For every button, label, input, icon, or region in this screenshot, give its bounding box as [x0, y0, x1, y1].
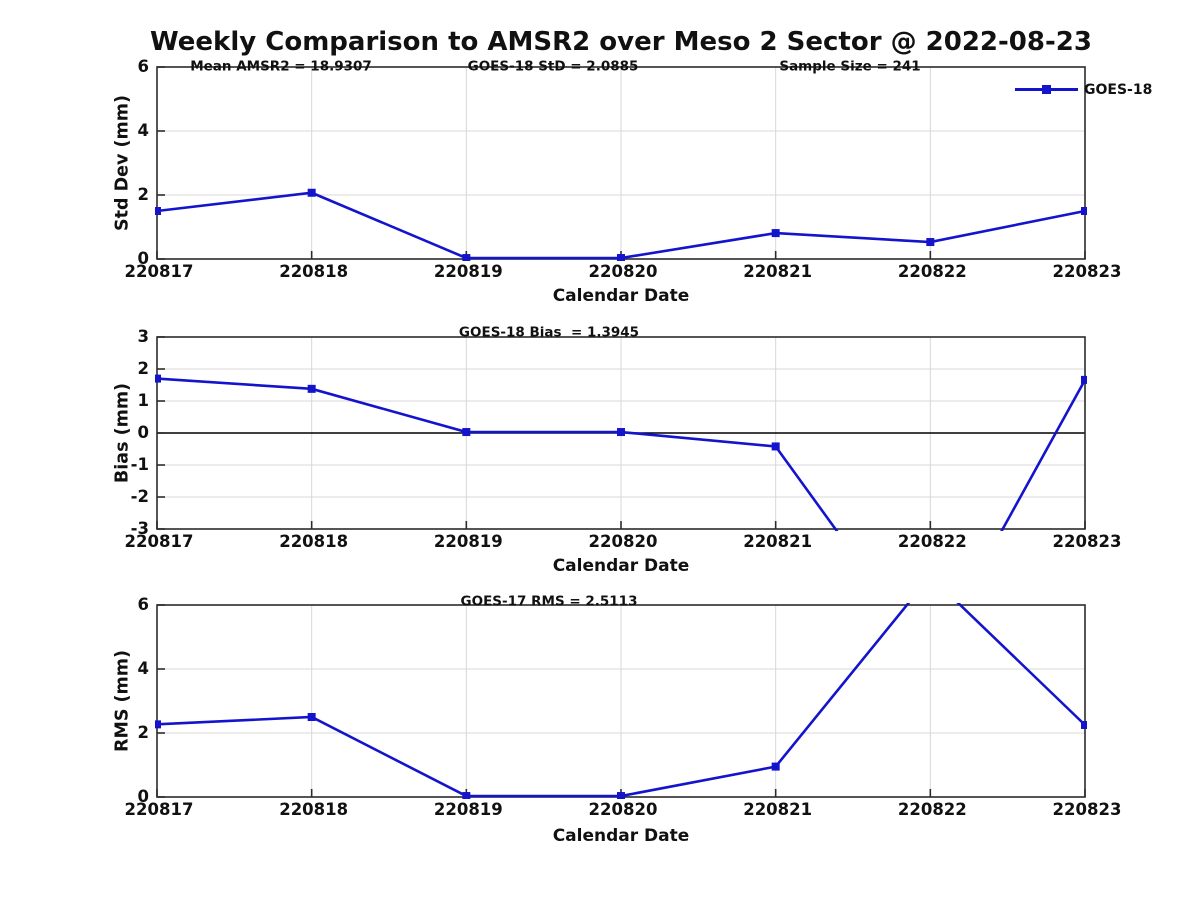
subplot-rms-panel — [155, 572, 1087, 799]
y-tick-label: 6 — [137, 594, 149, 614]
y-tick-label: 4 — [137, 120, 149, 140]
x-axis-label-top: Calendar Date — [552, 286, 690, 306]
x-axis-label-middle: Calendar Date — [552, 556, 690, 576]
x-tick-label: 220818 — [279, 262, 349, 281]
y-tick-label: 2 — [137, 358, 149, 378]
y-tick-label: 0 — [137, 248, 149, 268]
x-tick-label: 220821 — [743, 262, 813, 281]
x-tick-label: 220822 — [897, 800, 967, 819]
x-tick-label: 220820 — [588, 262, 658, 281]
data-point-marker — [771, 442, 780, 451]
x-tick-label: 220817 — [124, 262, 194, 281]
y-tick-label: 1 — [137, 390, 149, 410]
data-point-marker — [307, 384, 316, 393]
x-tick-label: 220818 — [279, 800, 349, 819]
legend-square-marker-icon — [1042, 85, 1051, 94]
x-tick-label: 220818 — [279, 532, 349, 551]
y-tick-label: 2 — [137, 722, 149, 742]
data-point-marker — [155, 207, 161, 215]
y-axis-label-std-dev: Std Dev (mm) — [112, 95, 133, 231]
legend: GOES-18 — [1015, 82, 1195, 97]
data-point-marker — [307, 713, 316, 721]
y-tick-label: 2 — [137, 184, 149, 204]
annotation-goes17-rms: GOES-17 RMS = 2.5113 — [460, 593, 638, 610]
data-point-marker — [462, 428, 471, 437]
annotation-goes18-std: GOES-18 StD = 2.0885 — [467, 58, 639, 75]
data-point-marker — [771, 762, 780, 771]
data-point-marker — [155, 374, 161, 383]
figure-title: Weekly Comparison to AMSR2 over Meso 2 S… — [150, 27, 1092, 57]
data-point-marker — [771, 229, 780, 238]
data-point-marker — [462, 792, 471, 799]
data-point-marker — [155, 720, 161, 729]
y-tick-label: -2 — [130, 486, 149, 506]
y-tick-label: 6 — [137, 56, 149, 76]
x-tick-label: 220823 — [1052, 532, 1122, 551]
x-tick-label: 220817 — [124, 532, 194, 551]
annotation-goes18-bias: GOES-18 Bias = 1.3945 — [458, 324, 640, 341]
y-tick-label: 0 — [137, 422, 149, 442]
x-tick-label: 220823 — [1052, 262, 1122, 281]
x-tick-label: 220820 — [588, 800, 658, 819]
x-tick-label: 220819 — [433, 532, 503, 551]
y-tick-label: 4 — [137, 658, 149, 678]
data-point-marker — [926, 572, 934, 580]
data-point-marker — [617, 428, 625, 437]
data-point-marker — [1081, 721, 1087, 729]
y-tick-label: -1 — [130, 454, 149, 474]
y-tick-label: 0 — [137, 786, 149, 806]
x-tick-label: 220821 — [743, 532, 813, 551]
subplot-std-dev-panel — [155, 66, 1087, 261]
data-point-marker — [617, 254, 625, 261]
x-axis-label-bottom: Calendar Date — [552, 826, 690, 846]
x-tick-label: 220822 — [897, 532, 967, 551]
x-tick-label: 220817 — [124, 800, 194, 819]
x-tick-label: 220821 — [743, 800, 813, 819]
x-tick-label: 220819 — [433, 800, 503, 819]
y-tick-label: 3 — [137, 326, 149, 346]
data-point-marker — [462, 254, 471, 261]
data-point-marker — [1081, 375, 1087, 384]
data-point-marker — [307, 188, 316, 197]
annotation-sample-size: Sample Size = 241 — [779, 58, 921, 75]
annotation-mean-amsr2: Mean AMSR2 = 18.9307 — [190, 58, 372, 75]
x-tick-label: 220819 — [433, 262, 503, 281]
y-axis-label-bias: Bias (mm) — [112, 382, 133, 484]
x-tick-label: 220820 — [588, 532, 658, 551]
x-tick-label: 220823 — [1052, 800, 1122, 819]
y-axis-label-rms: RMS (mm) — [112, 649, 133, 753]
legend-series-label: GOES-18 — [1084, 82, 1153, 98]
data-point-marker — [1081, 207, 1087, 215]
y-tick-label: -3 — [130, 518, 149, 538]
subplot-bias-panel — [155, 336, 1087, 531]
x-tick-label: 220822 — [897, 262, 967, 281]
data-point-marker — [926, 238, 935, 247]
data-point-marker — [617, 792, 625, 799]
